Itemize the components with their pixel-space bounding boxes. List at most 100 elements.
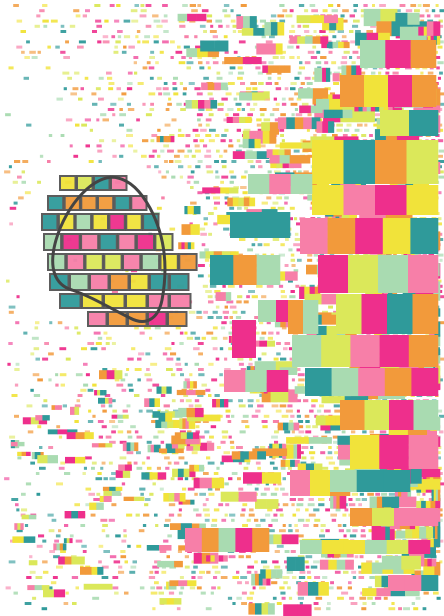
tile (114, 45, 118, 49)
tile (212, 56, 217, 59)
tile (267, 508, 273, 512)
tile (198, 368, 204, 371)
strip-cell (279, 142, 302, 149)
tile (292, 576, 297, 579)
tile (403, 607, 410, 611)
strip-cell (289, 534, 299, 545)
tile (246, 102, 251, 106)
tile (72, 602, 77, 605)
tile (184, 331, 188, 335)
tile (118, 570, 125, 574)
tile (169, 134, 175, 137)
tile (363, 4, 368, 7)
tile (101, 576, 109, 579)
tile (249, 508, 254, 512)
strip-cell (304, 36, 313, 44)
tile (30, 352, 35, 356)
tile (279, 529, 286, 533)
tile (124, 591, 129, 595)
tile (290, 414, 295, 418)
strip-cell (167, 448, 176, 454)
strip-cell (371, 562, 383, 574)
tile (98, 560, 102, 564)
tile (198, 61, 203, 65)
strip-cell (226, 116, 234, 123)
tile (8, 342, 13, 345)
strip-cell (157, 444, 161, 453)
selected-tile (74, 213, 93, 231)
tile (136, 544, 142, 548)
selected-tile (109, 273, 130, 291)
tile (112, 368, 117, 371)
tile (300, 82, 305, 85)
strip-cell (122, 470, 131, 478)
tile (14, 383, 19, 387)
tile (204, 513, 210, 517)
tile (306, 82, 313, 85)
tile (250, 82, 257, 85)
selected-tile (117, 233, 137, 251)
tile (85, 487, 92, 491)
tile (186, 336, 193, 340)
tile (16, 45, 23, 49)
strip-cell (289, 36, 298, 44)
tile (184, 35, 189, 39)
tile (65, 118, 73, 122)
tile (134, 71, 138, 75)
tile (304, 61, 311, 65)
tile (202, 503, 207, 507)
strip-cell (311, 117, 321, 130)
tile (351, 134, 358, 137)
tile (121, 92, 127, 96)
tile (254, 238, 258, 241)
tile (226, 300, 234, 304)
tile (80, 388, 87, 392)
tile (289, 357, 295, 361)
tile (206, 570, 211, 574)
tile (111, 472, 118, 475)
selected-tile-cluster[interactable] (41, 175, 198, 327)
tile (162, 4, 168, 7)
tile (388, 492, 395, 496)
block-cell (383, 470, 411, 492)
tile (4, 477, 10, 481)
tile (257, 466, 261, 470)
tile (189, 373, 193, 377)
tile (237, 581, 242, 585)
tile (314, 518, 321, 522)
tile (195, 430, 200, 434)
strip-cell (172, 468, 179, 478)
tile (146, 466, 152, 470)
tile (153, 40, 159, 44)
block-cell (348, 255, 379, 293)
strip-cell (186, 381, 191, 389)
tile (60, 550, 66, 553)
tile (75, 373, 83, 377)
tile (42, 539, 47, 543)
strip-cell (194, 407, 204, 418)
block-cell (355, 218, 384, 254)
tile (351, 570, 357, 574)
tile (47, 45, 51, 49)
block-cell (364, 75, 389, 107)
tile (17, 175, 22, 179)
tile (259, 336, 265, 340)
tile (320, 529, 324, 533)
tile (272, 238, 280, 241)
tile (282, 503, 289, 507)
tile (85, 373, 90, 377)
tile (177, 149, 185, 153)
tile (44, 342, 49, 345)
tile (150, 362, 158, 366)
strip-cell (42, 415, 50, 421)
tile (138, 352, 145, 356)
tile (194, 87, 201, 91)
tile (20, 30, 26, 33)
strip-cell (168, 493, 175, 502)
tile (249, 108, 255, 111)
strip-cell (275, 43, 283, 55)
lasso-selection-outline[interactable] (51, 175, 167, 323)
strip-cell (294, 117, 304, 130)
tile (18, 196, 24, 200)
strip-cell (190, 242, 195, 250)
